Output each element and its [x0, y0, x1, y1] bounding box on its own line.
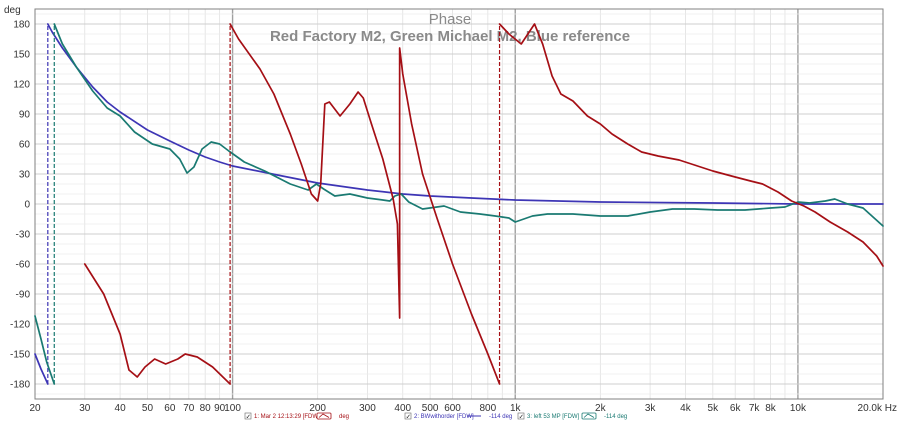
- y-tick-label: 0: [24, 200, 30, 211]
- series-line: [34, 353, 49, 385]
- x-tick-label: 8k: [765, 403, 777, 414]
- legend-label: 3: left 53 MP [FDW]: [527, 414, 580, 420]
- y-tick-label: -150: [10, 350, 30, 361]
- x-tick-label: 500: [422, 403, 439, 414]
- x-tick-label: 400: [394, 403, 411, 414]
- y-tick-label: 30: [19, 170, 31, 181]
- series-line: [34, 315, 56, 385]
- x-tick-label: 20: [29, 403, 41, 414]
- legend-label: 1: Mar 2 12:13:29 [FDW]: [254, 414, 320, 420]
- x-tick-label: 80: [200, 403, 212, 414]
- y-tick-label: -30: [16, 230, 31, 241]
- legend-line-sample: [581, 412, 597, 420]
- legend-entry[interactable]: ✓ 3: left 53 MP [FDW] -114 deg: [517, 412, 627, 420]
- x-tick-label: 3k: [645, 403, 657, 414]
- x-tick-label: 60: [164, 403, 176, 414]
- chart-subtitle: Red Factory M2, Green Michael M2, Blue r…: [270, 28, 630, 45]
- legend-unit: -114 deg: [489, 414, 512, 420]
- series-blue-reference: [34, 23, 884, 385]
- x-tick-label: 7k: [749, 403, 761, 414]
- y-tick-label: -90: [16, 290, 31, 301]
- legend-checkbox[interactable]: [244, 412, 252, 420]
- x-tick-label: 40: [115, 403, 127, 414]
- x-tick-label: 10k: [790, 403, 807, 414]
- y-tick-label: 120: [13, 80, 30, 91]
- legend-line-sample: [316, 412, 332, 420]
- x-axis-labels: 20 30 40 50 60 70 80 90 100 200 300 400 500 600 800 1k 2…: [29, 403, 897, 414]
- x-tick-label: 30: [79, 403, 91, 414]
- chart-title: Phase: [429, 11, 472, 28]
- x-tick-label: 50: [142, 403, 154, 414]
- x-tick-label: 100: [224, 403, 241, 414]
- legend-check-mark: ✓: [406, 414, 411, 420]
- y-tick-label: 90: [19, 110, 31, 121]
- legend-checkbox[interactable]: [404, 412, 412, 420]
- x-tick-label: 90: [214, 403, 226, 414]
- y-tick-label: -180: [10, 380, 30, 391]
- x-tick-label: 600: [444, 403, 461, 414]
- legend-check-mark: ✓: [246, 414, 251, 420]
- series-line: [498, 23, 884, 267]
- x-tick-label: 300: [359, 403, 376, 414]
- y-tick-label: -60: [16, 260, 31, 271]
- series-line: [229, 23, 501, 385]
- x-tick-label: 20.0k Hz: [858, 403, 897, 414]
- series-layer: [34, 23, 884, 385]
- y-tick-label: -120: [10, 320, 30, 331]
- legend-unit: -114 deg: [604, 414, 627, 420]
- y-tick-label: 60: [19, 140, 31, 151]
- grid: [34, 9, 884, 399]
- x-tick-label: 800: [480, 403, 497, 414]
- y-tick-label: 180: [13, 20, 30, 31]
- x-tick-label: 4k: [680, 403, 692, 414]
- x-tick-label: 6k: [730, 403, 742, 414]
- series-line: [83, 263, 231, 385]
- x-tick-label: 5k: [708, 403, 720, 414]
- legend-label: 2: BWwithorder [FDW]: [414, 414, 474, 420]
- series-line: [53, 23, 884, 227]
- series-green-michael-m2: [34, 23, 884, 385]
- x-tick-label: 1k: [510, 403, 522, 414]
- legend-checkbox[interactable]: [517, 412, 525, 420]
- x-tick-label: 200: [309, 403, 326, 414]
- y-tick-label: 150: [13, 50, 30, 61]
- legend-entry[interactable]: ✓ 1: Mar 2 12:13:29 [FDW] deg: [244, 412, 349, 420]
- legend-line-sample-mark: [318, 413, 330, 418]
- y-axis-unit-label: deg: [4, 5, 21, 16]
- legend-check-mark: ✓: [519, 414, 524, 420]
- legend-entry[interactable]: ✓ 2: BWwithorder [FDW] -114 deg: [404, 412, 512, 420]
- x-tick-label: 2k: [595, 403, 607, 414]
- legend-unit: deg: [339, 414, 349, 420]
- series-line: [46, 23, 884, 205]
- y-axis-labels: 180 150 120 90 60 30 0 -30 -60 -90 -120 -150 -180: [10, 20, 30, 391]
- x-tick-label: 70: [183, 403, 195, 414]
- legend-line-sample-mark: [583, 413, 595, 418]
- series-red-factory-m2: [83, 23, 884, 385]
- legend: ✓ 1: Mar 2 12:13:29 [FDW] deg ✓ 2: BWwithord…: [244, 412, 627, 420]
